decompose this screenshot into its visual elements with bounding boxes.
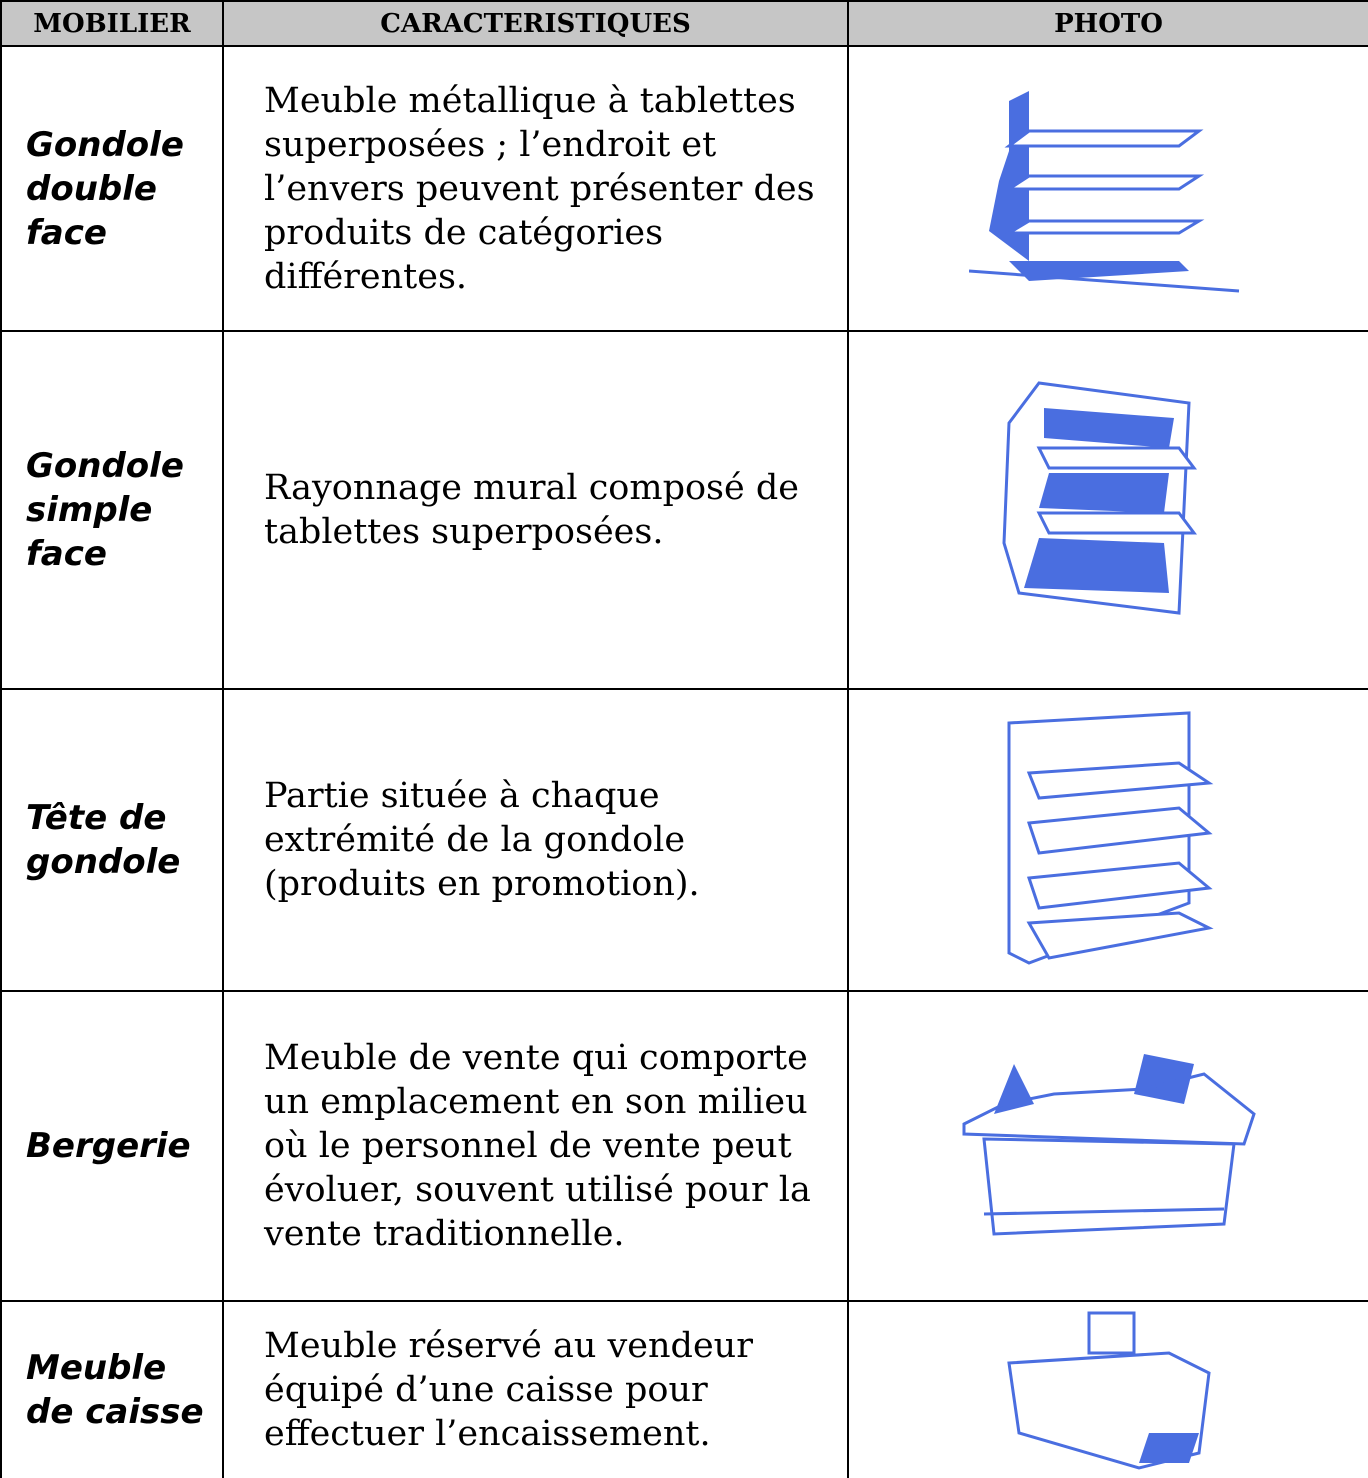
gondole-simple-illustration: [1001, 380, 1197, 615]
furniture-name: Tête de gondole: [0, 688, 224, 992]
header-cell: MOBILIER: [0, 0, 224, 47]
tete-gondole-illustration: [1007, 710, 1214, 965]
row: Tête de gondole Partie située à chaque e…: [0, 688, 1368, 992]
furniture-description: Partie située à chaque extrémité de la g…: [222, 688, 849, 992]
gondole-double-illustration: [968, 91, 1239, 293]
furniture-description: Meuble réservé au vendeur équipé d’une c…: [222, 1300, 849, 1478]
caisse-illustration: [1006, 1311, 1211, 1470]
furniture-name: Bergerie: [0, 990, 224, 1302]
furniture-name: Gondole simple face: [0, 330, 224, 690]
header-cell: PHOTO: [847, 0, 1368, 47]
furniture-description: Meuble métallique à tablettes superposée…: [222, 45, 849, 332]
photo-cell: [847, 1300, 1368, 1478]
photo-cell: [847, 330, 1368, 690]
header-row: MOBILIER CARACTERISTIQUES PHOTO: [0, 0, 1368, 47]
furniture-description: Rayonnage mural composé de tablettes sup…: [222, 330, 849, 690]
photo-cell: [847, 990, 1368, 1302]
furniture-name: Gondole double face: [0, 45, 224, 332]
photo-cell: [847, 45, 1368, 332]
row: Bergerie Meuble de vente qui comporte un…: [0, 990, 1368, 1302]
header-cell: CARACTERISTIQUES: [222, 0, 849, 47]
photo-cell: [847, 688, 1368, 992]
furniture-name: Meuble de caisse: [0, 1300, 224, 1478]
row: Gondole double face Meuble métallique à …: [0, 45, 1368, 332]
row: Gondole simple face Rayonnage mural comp…: [0, 330, 1368, 690]
bergerie-illustration: [962, 1053, 1256, 1236]
row: Meuble de caisse Meuble réservé au vende…: [0, 1300, 1368, 1478]
furniture-description: Meuble de vente qui comporte un emplacem…: [222, 990, 849, 1302]
